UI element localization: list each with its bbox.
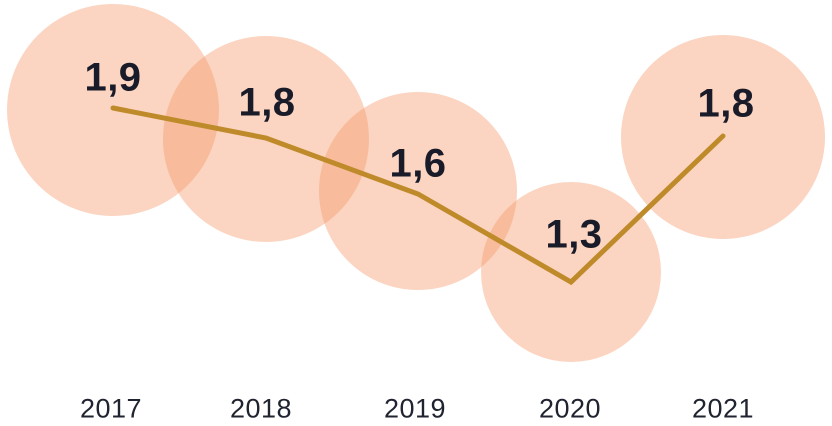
value-label-2019: 1,6 — [389, 141, 447, 186]
value-label-2017: 1,9 — [84, 55, 142, 100]
bubble-2020 — [481, 182, 661, 362]
axis-label-2019: 2019 — [383, 393, 447, 424]
value-label-2020: 1,3 — [545, 212, 603, 257]
value-label-2021: 1,8 — [697, 81, 755, 126]
bubble-2021 — [621, 35, 825, 239]
axis-label-2021: 2021 — [691, 393, 755, 424]
axis-label-2017: 2017 — [79, 393, 143, 424]
axis-label-2020: 2020 — [538, 393, 602, 424]
axis-label-2018: 2018 — [229, 393, 293, 424]
value-label-2018: 1,8 — [238, 80, 296, 125]
